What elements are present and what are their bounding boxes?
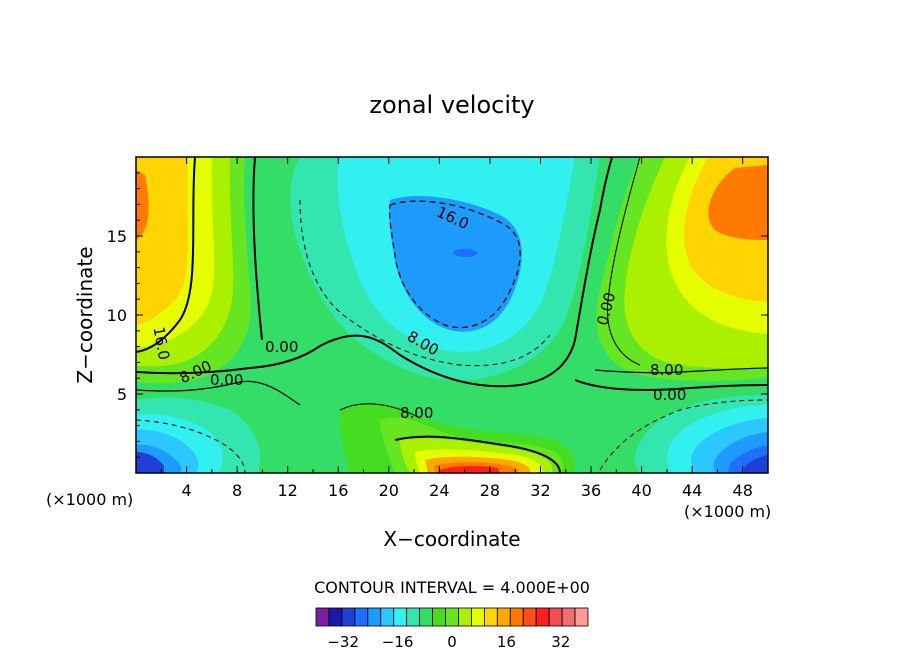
contour-lines bbox=[136, 157, 768, 473]
chart-title: zonal velocity bbox=[369, 91, 534, 119]
colorbar-swatch bbox=[393, 607, 408, 627]
colorbar-tick-label: −32 bbox=[327, 633, 359, 651]
colorbar-swatch bbox=[509, 607, 524, 627]
contour-label: 8.00 bbox=[400, 404, 433, 422]
contour-label: 0.00 bbox=[210, 371, 243, 389]
colorbar-ticks: −32 −16 0 16 32 bbox=[327, 633, 570, 651]
y-tick-label: 15 bbox=[107, 227, 127, 246]
colorbar-tick-label: −16 bbox=[382, 633, 414, 651]
colorbar-swatch bbox=[419, 607, 433, 627]
x-tick-label: 48 bbox=[733, 481, 753, 500]
colorbar-swatch bbox=[483, 607, 498, 627]
colorbar-swatch bbox=[471, 607, 485, 627]
colorbar-swatch bbox=[548, 607, 563, 627]
colorbar-swatch bbox=[535, 607, 550, 627]
y-tick-label: 10 bbox=[107, 306, 127, 325]
x-tick-label: 20 bbox=[379, 481, 399, 500]
x-axis-unit-left: (×1000 m) bbox=[46, 490, 133, 509]
contour-label: 16.0 bbox=[150, 325, 174, 361]
colorbar-swatch bbox=[367, 607, 382, 627]
colorbar bbox=[315, 607, 589, 627]
colorbar-swatch bbox=[341, 607, 356, 627]
contour-label: 0.00 bbox=[265, 338, 298, 356]
contour-field bbox=[136, 157, 768, 473]
colorbar-swatch bbox=[458, 607, 472, 627]
x-tick-label: 40 bbox=[631, 481, 651, 500]
colorbar-tick-label: 16 bbox=[497, 633, 516, 651]
x-tick-label: 36 bbox=[581, 481, 601, 500]
colorbar-tick-label: 0 bbox=[447, 633, 457, 651]
colorbar-swatch bbox=[561, 607, 576, 627]
colorbar-swatch bbox=[574, 607, 589, 627]
x-axis-ticks: 4 8 12 16 20 24 28 32 36 40 44 48 bbox=[160, 157, 753, 500]
x-tick-label: 4 bbox=[181, 481, 191, 500]
x-tick-label: 24 bbox=[429, 481, 449, 500]
colorbar-swatch bbox=[496, 607, 511, 627]
colorbar-swatch bbox=[315, 607, 330, 627]
x-tick-label: 28 bbox=[480, 481, 500, 500]
x-tick-label: 12 bbox=[278, 481, 298, 500]
contour-interval-label: CONTOUR INTERVAL = 4.000E+00 bbox=[314, 578, 590, 597]
x-tick-label: 16 bbox=[328, 481, 348, 500]
x-tick-label: 44 bbox=[682, 481, 702, 500]
x-axis-unit-right: (×1000 m) bbox=[684, 502, 771, 521]
contour-label: 8.00 bbox=[650, 361, 683, 379]
colorbar-swatch bbox=[354, 607, 369, 627]
x-axis-label: X−coordinate bbox=[383, 527, 520, 551]
colorbar-swatch bbox=[522, 607, 537, 627]
colorbar-swatch bbox=[432, 607, 446, 627]
y-axis-label: Z−coordinate bbox=[73, 246, 97, 383]
contour-label: 0.00 bbox=[653, 386, 686, 404]
x-tick-label: 8 bbox=[232, 481, 242, 500]
y-tick-label: 5 bbox=[117, 385, 127, 404]
colorbar-swatch bbox=[328, 607, 343, 627]
y-axis-ticks: 5 10 15 bbox=[107, 172, 768, 458]
colorbar-swatch bbox=[445, 607, 459, 627]
colorbar-swatch bbox=[380, 607, 395, 627]
x-tick-label: 32 bbox=[530, 481, 550, 500]
colorbar-tick-label: 32 bbox=[551, 633, 570, 651]
colorbar-swatch bbox=[406, 607, 421, 627]
